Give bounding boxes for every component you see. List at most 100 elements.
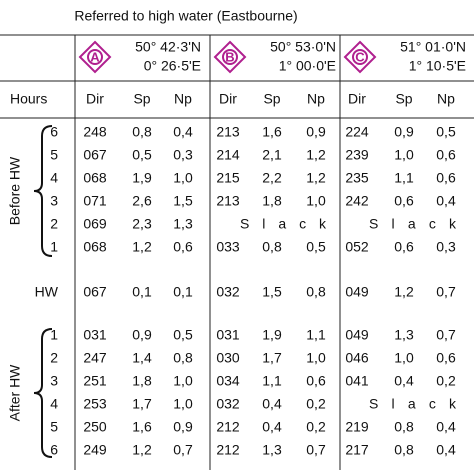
cell: 0,4 xyxy=(436,419,456,435)
cell: 0,4 xyxy=(173,124,193,140)
cell: 0,7 xyxy=(436,327,456,343)
column-header: Np xyxy=(307,91,325,107)
cell: 0,5 xyxy=(173,327,193,343)
cell: 071 xyxy=(83,193,107,209)
cell: 250 xyxy=(83,419,107,435)
cell: 1,0 xyxy=(394,147,414,163)
cell: 067 xyxy=(83,284,107,300)
cell: 0,6 xyxy=(436,350,456,366)
cell: 0,5 xyxy=(436,124,456,140)
cell: 034 xyxy=(216,373,240,389)
cell: 049 xyxy=(345,327,369,343)
cell: 0,6 xyxy=(173,239,193,255)
cell: 2,6 xyxy=(132,193,152,209)
hour-label: 1 xyxy=(50,327,58,343)
slack-cell: Slack xyxy=(369,396,457,412)
cell: 248 xyxy=(83,124,107,140)
cell: 1,0 xyxy=(306,350,326,366)
cell: 1,0 xyxy=(173,396,193,412)
station-mark xyxy=(78,40,112,74)
cell: 0,8 xyxy=(173,350,193,366)
cell: 1,7 xyxy=(132,396,152,412)
cell: 068 xyxy=(83,239,107,255)
cell: 251 xyxy=(83,373,107,389)
cell: 1,5 xyxy=(262,284,282,300)
cell: 1,2 xyxy=(132,442,152,458)
cell: 212 xyxy=(216,442,240,458)
cell: 0,4 xyxy=(262,419,282,435)
cell: 0,4 xyxy=(394,373,414,389)
cell: 0,1 xyxy=(132,284,152,300)
cell: 1,3 xyxy=(262,442,282,458)
cell: 214 xyxy=(216,147,240,163)
slack-cell: Slack xyxy=(240,216,327,232)
cell: 0,5 xyxy=(132,147,152,163)
cell: 242 xyxy=(345,193,369,209)
hour-label: 4 xyxy=(50,396,58,412)
cell: 031 xyxy=(83,327,107,343)
cell: 224 xyxy=(345,124,369,140)
cell: 213 xyxy=(216,124,240,140)
column-header: Dir xyxy=(86,91,104,107)
cell: 0,6 xyxy=(394,239,414,255)
cell: 213 xyxy=(216,193,240,209)
cell: 0,3 xyxy=(173,147,193,163)
station-mark xyxy=(213,40,247,74)
cell: 049 xyxy=(345,284,369,300)
cell: 1,7 xyxy=(262,350,282,366)
cell: 0,4 xyxy=(262,396,282,412)
cell: 1,5 xyxy=(173,193,193,209)
hour-label: 2 xyxy=(50,350,58,366)
cell: 212 xyxy=(216,419,240,435)
hour-label: 6 xyxy=(50,124,58,140)
cell: 0,1 xyxy=(173,284,193,300)
column-header: Sp xyxy=(395,91,412,107)
hour-label: 2 xyxy=(50,216,58,232)
station-lat: 50° 42·3'N xyxy=(135,39,201,55)
cell: 032 xyxy=(216,284,240,300)
cell: 219 xyxy=(345,419,369,435)
cell: 0,8 xyxy=(306,284,326,300)
station-letter: C xyxy=(355,49,365,64)
cell: 0,6 xyxy=(394,193,414,209)
cell: 0,6 xyxy=(306,373,326,389)
station-lon: 1° 10·5'E xyxy=(409,58,466,74)
cell: 1,2 xyxy=(132,239,152,255)
cell: 1,9 xyxy=(262,327,282,343)
cell: 031 xyxy=(216,327,240,343)
cell: 1,9 xyxy=(132,170,152,186)
cell: 1,6 xyxy=(262,124,282,140)
hour-label: 3 xyxy=(50,373,58,389)
cell: 0,2 xyxy=(436,373,456,389)
table-title: Referred to high water (Eastbourne) xyxy=(74,8,297,24)
station-lon: 0° 26·5'E xyxy=(144,58,201,74)
station-mark xyxy=(343,40,377,74)
hour-label: 5 xyxy=(50,147,58,163)
cell: 0,7 xyxy=(306,442,326,458)
brace xyxy=(33,125,53,257)
column-header: Sp xyxy=(263,91,280,107)
cell: 235 xyxy=(345,170,369,186)
cell: 1,4 xyxy=(132,350,152,366)
cell: 0,7 xyxy=(173,442,193,458)
cell: 0,4 xyxy=(436,442,456,458)
cell: 1,1 xyxy=(306,327,326,343)
cell: 0,9 xyxy=(132,327,152,343)
station-lat: 51° 01·0'N xyxy=(400,39,466,55)
cell: 1,2 xyxy=(306,170,326,186)
cell: 0,2 xyxy=(306,419,326,435)
hw-label: HW xyxy=(35,284,59,300)
cell: 2,1 xyxy=(262,147,282,163)
hour-label: 5 xyxy=(50,419,58,435)
cell: 0,6 xyxy=(436,170,456,186)
cell: 249 xyxy=(83,442,107,458)
cell: 1,2 xyxy=(394,284,414,300)
cell: 052 xyxy=(345,239,369,255)
cell: 033 xyxy=(216,239,240,255)
cell: 1,3 xyxy=(173,216,193,232)
column-header: Np xyxy=(437,91,455,107)
hour-label: 3 xyxy=(50,193,58,209)
cell: 0,9 xyxy=(173,419,193,435)
column-header: Dir xyxy=(348,91,366,107)
station-mark xyxy=(222,49,238,65)
